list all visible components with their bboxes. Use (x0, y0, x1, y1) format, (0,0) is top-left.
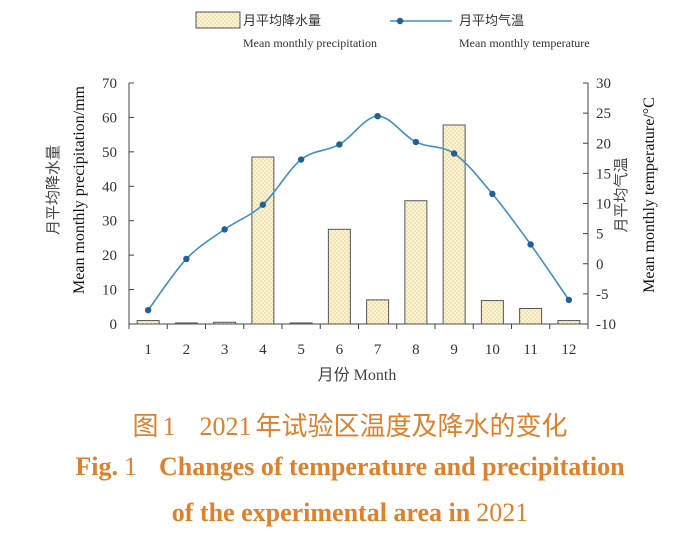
left-tick-label: 0 (110, 317, 118, 333)
temperature-point (450, 150, 458, 157)
temperature-point (527, 241, 534, 248)
x-tick-label: 2 (183, 342, 191, 358)
right-axis-ticks: -10 -5 0 5 10 15 20 25 30 (583, 76, 616, 333)
x-tick-label: 9 (450, 342, 458, 358)
left-tick-label: 30 (102, 214, 117, 230)
caption-cn-prefix: 图 (132, 412, 159, 442)
x-tick-label: 6 (336, 342, 344, 358)
temperature-point (144, 306, 152, 314)
legend-line-marker (396, 17, 404, 25)
right-tick-label: -10 (596, 317, 616, 333)
left-tick-label: 20 (102, 248, 117, 264)
x-tick-label: 4 (259, 342, 267, 358)
caption-cn-text: 年试验区温度及降水的变化 (255, 412, 568, 442)
x-tick-label: 12 (561, 342, 576, 358)
right-tick-label: 30 (596, 76, 611, 92)
caption-en-year: 2021 (476, 498, 529, 527)
precipitation-bar (289, 322, 313, 325)
precipitation-bar (213, 321, 237, 325)
right-axis-title-cn: 月平均气温 (612, 157, 630, 232)
left-tick-label: 50 (102, 145, 117, 161)
left-axis-ticks: 0 10 20 30 40 50 60 70 (102, 76, 134, 333)
right-tick-label: 10 (596, 197, 611, 213)
legend-line-label-cn: 月平均气温 (459, 13, 524, 29)
temperature-point (221, 226, 228, 233)
left-tick-label: 40 (102, 179, 117, 195)
temperature-point (489, 190, 496, 198)
x-axis-ticks: 1 2 3 4 5 6 7 8 9 10 11 12 (128, 324, 589, 358)
precipitation-bar (136, 320, 160, 325)
temperature-point (297, 156, 305, 163)
precipitation-bar (404, 200, 428, 325)
legend: 月平均降水量 Mean monthly precipitation 月平均气温 … (195, 11, 590, 50)
temperature-line (144, 112, 573, 314)
caption-en-text2: of the experimental area in (171, 498, 471, 527)
right-axis-title-en: Mean monthly temperature/°C (641, 97, 658, 293)
temperature-point (374, 112, 381, 120)
x-tick-label: 7 (374, 342, 382, 358)
right-tick-label: 20 (596, 136, 611, 152)
right-tick-label: 25 (596, 106, 611, 122)
precipitation-bar (174, 322, 198, 325)
left-tick-label: 60 (102, 110, 117, 126)
temperature-point (183, 255, 190, 263)
caption-english-line2: of the experimental area in 2021 (0, 498, 700, 528)
caption-en-number: 1 (124, 452, 138, 481)
x-tick-label: 11 (523, 342, 537, 358)
caption-en-fig: Fig. (75, 452, 119, 481)
x-axis-title: 月份 Month (318, 366, 397, 384)
caption-en-text1: Changes of temperature and precipitation (159, 452, 625, 481)
caption-cn-number: 1 (162, 412, 176, 441)
x-tick-label: 10 (485, 342, 500, 358)
legend-bar-label-cn: 月平均降水量 (243, 14, 321, 29)
caption-chinese: 图 1 2021 年试验区温度及降水的变化 (0, 406, 700, 443)
precipitation-bar (251, 156, 275, 325)
precipitation-bar (519, 308, 543, 325)
temperature-point (565, 296, 573, 304)
precipitation-bar (442, 124, 466, 325)
right-tick-label: 15 (596, 166, 611, 182)
right-tick-label: -5 (596, 287, 609, 303)
legend-line-label-en: Mean monthly temperature (459, 36, 590, 50)
left-axis-title-cn: 月平均降水量 (44, 145, 62, 235)
chart: 月平均降水量 Mean monthly precipitation 月平均气温 … (44, 11, 658, 384)
right-tick-label: 5 (596, 227, 604, 243)
temperature-curve (147, 115, 570, 311)
temperature-point (412, 138, 420, 146)
precipitation-bars (136, 124, 581, 325)
precipitation-bar (480, 300, 504, 325)
x-tick-label: 5 (297, 342, 305, 358)
x-tick-label: 1 (144, 342, 152, 358)
left-axis-title-en: Mean monthly precipitation/mm (71, 85, 88, 294)
precipitation-bar (557, 320, 581, 325)
left-tick-label: 10 (102, 283, 117, 299)
left-tick-label: 70 (102, 76, 117, 92)
temperature-point (259, 201, 267, 208)
x-tick-label: 3 (221, 342, 229, 358)
temperature-point (336, 141, 343, 148)
caption-cn-year: 2021 (199, 412, 252, 441)
caption-english-line1: Fig. 1 Changes of temperature and precipit… (0, 452, 700, 482)
precipitation-bar (366, 299, 390, 325)
right-tick-label: 0 (596, 257, 604, 273)
precipitation-bar (327, 228, 351, 325)
x-tick-label: 8 (412, 342, 420, 358)
legend-bar-label-en: Mean monthly precipitation (243, 36, 377, 50)
legend-bar-swatch (195, 11, 241, 29)
